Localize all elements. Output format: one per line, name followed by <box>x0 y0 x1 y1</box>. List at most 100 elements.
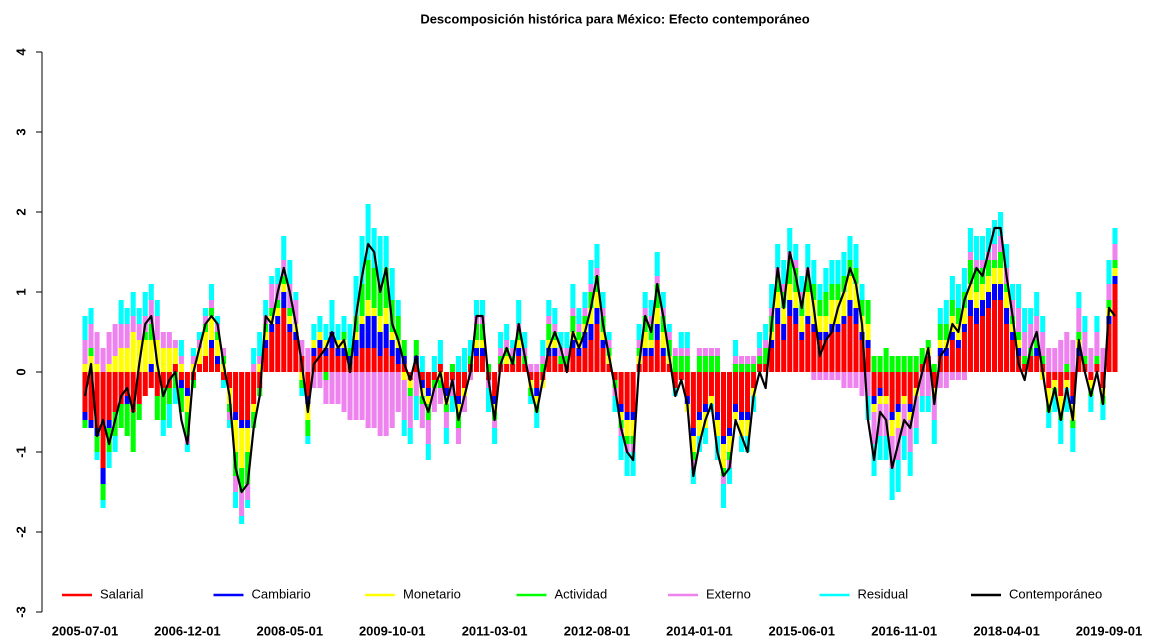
bar-segment <box>865 372 871 396</box>
bar-segment <box>443 404 449 412</box>
bar-segment <box>660 292 666 308</box>
bar-segment <box>1076 292 1082 308</box>
bar-segment <box>745 372 751 412</box>
bar-segment <box>552 356 558 372</box>
bar-segment <box>739 436 745 452</box>
bar-segment <box>961 332 967 372</box>
bar-segment <box>443 428 449 444</box>
bar-segment <box>618 404 624 412</box>
bar-segment <box>239 372 245 420</box>
bar-segment <box>907 356 913 372</box>
bar-segment <box>148 340 154 364</box>
bar-segment <box>510 340 516 348</box>
y-tick-label: 0 <box>13 368 28 375</box>
bar-segment <box>811 260 817 284</box>
bar-segment <box>227 412 233 420</box>
bar-segment <box>516 340 522 348</box>
bar-segment <box>431 380 437 388</box>
bar-segment <box>130 412 136 452</box>
bar-segment <box>172 348 178 364</box>
bar-segment <box>196 364 202 372</box>
bar-segment <box>172 340 178 348</box>
bar-segment <box>696 420 702 436</box>
bar-segment <box>184 412 190 436</box>
y-tick-label: -2 <box>13 526 28 538</box>
bar-segment <box>419 372 425 380</box>
bar-segment <box>395 300 401 316</box>
bar-segment <box>401 364 407 372</box>
bar-segment <box>136 340 142 372</box>
x-tick-label: 2008-05-01 <box>257 623 324 638</box>
bar-segment <box>1004 284 1010 292</box>
bar-segment <box>492 420 498 428</box>
bar-segment <box>636 324 642 340</box>
bar-segment <box>233 420 239 452</box>
bar-segment <box>184 444 190 452</box>
bar-segment <box>1034 292 1040 316</box>
legend-label: Residual <box>858 586 909 601</box>
bar-segment <box>1010 324 1016 332</box>
bar-segment <box>425 396 431 404</box>
bar-segment <box>202 356 209 372</box>
bar-segment <box>1064 332 1070 364</box>
bar-segment <box>1076 332 1082 340</box>
legend-label: Externo <box>706 586 751 601</box>
bar-segment <box>281 284 287 292</box>
bar-segment <box>877 388 883 396</box>
bar-segment <box>480 340 486 348</box>
bar-segment <box>901 356 907 372</box>
bar-segment <box>967 252 973 260</box>
bar-segment <box>979 260 986 268</box>
bar-segment <box>1010 300 1016 316</box>
bar-segment <box>467 356 474 364</box>
bar-segment <box>419 396 425 404</box>
bar-segment <box>624 420 630 436</box>
bar-segment <box>998 284 1004 300</box>
bar-segment <box>907 452 913 476</box>
bar-segment <box>690 452 696 460</box>
bar-segment <box>799 292 805 300</box>
bar-segment <box>425 444 431 460</box>
bar-segment <box>937 324 943 340</box>
bar-segment <box>985 276 992 292</box>
bar-segment <box>359 284 365 316</box>
bar-segment <box>552 348 558 356</box>
bar-segment <box>805 276 811 292</box>
bar-segment <box>594 268 600 276</box>
bar-segment <box>353 276 359 316</box>
bar-segment <box>829 284 835 300</box>
bar-segment <box>955 308 961 324</box>
bar-segment <box>949 372 955 380</box>
bar-segment <box>395 316 401 340</box>
bar-segment <box>1034 356 1040 372</box>
bar-segment <box>498 356 504 364</box>
bar-segment <box>823 372 829 380</box>
bar-segment <box>534 412 540 428</box>
bar-segment <box>1034 316 1040 340</box>
bar-segment <box>251 372 257 404</box>
bar-segment <box>395 372 401 412</box>
bar-segment <box>618 372 624 404</box>
bar-segment <box>359 348 365 372</box>
bar-segment <box>552 324 558 332</box>
bar-segment <box>154 300 160 316</box>
bar-segment <box>1058 420 1064 444</box>
bar-segment <box>227 372 233 388</box>
bar-segment <box>1022 332 1028 356</box>
bar-segment <box>931 420 937 444</box>
x-tick-label: 2005-07-01 <box>52 623 119 638</box>
bar-segment <box>961 308 967 324</box>
bar-segment <box>811 332 817 372</box>
bar-segment <box>546 340 552 348</box>
bar-segment <box>486 388 492 412</box>
bar-segment <box>1022 356 1028 364</box>
bar-segment <box>751 356 757 364</box>
bar-segment <box>341 332 347 340</box>
bar-segment <box>154 316 160 340</box>
bar-segment <box>907 412 913 420</box>
bar-segment <box>1070 372 1076 396</box>
bar-segment <box>811 372 817 380</box>
bar-segment <box>383 236 389 268</box>
bar-segment <box>889 372 895 412</box>
bar-segment <box>684 348 690 356</box>
